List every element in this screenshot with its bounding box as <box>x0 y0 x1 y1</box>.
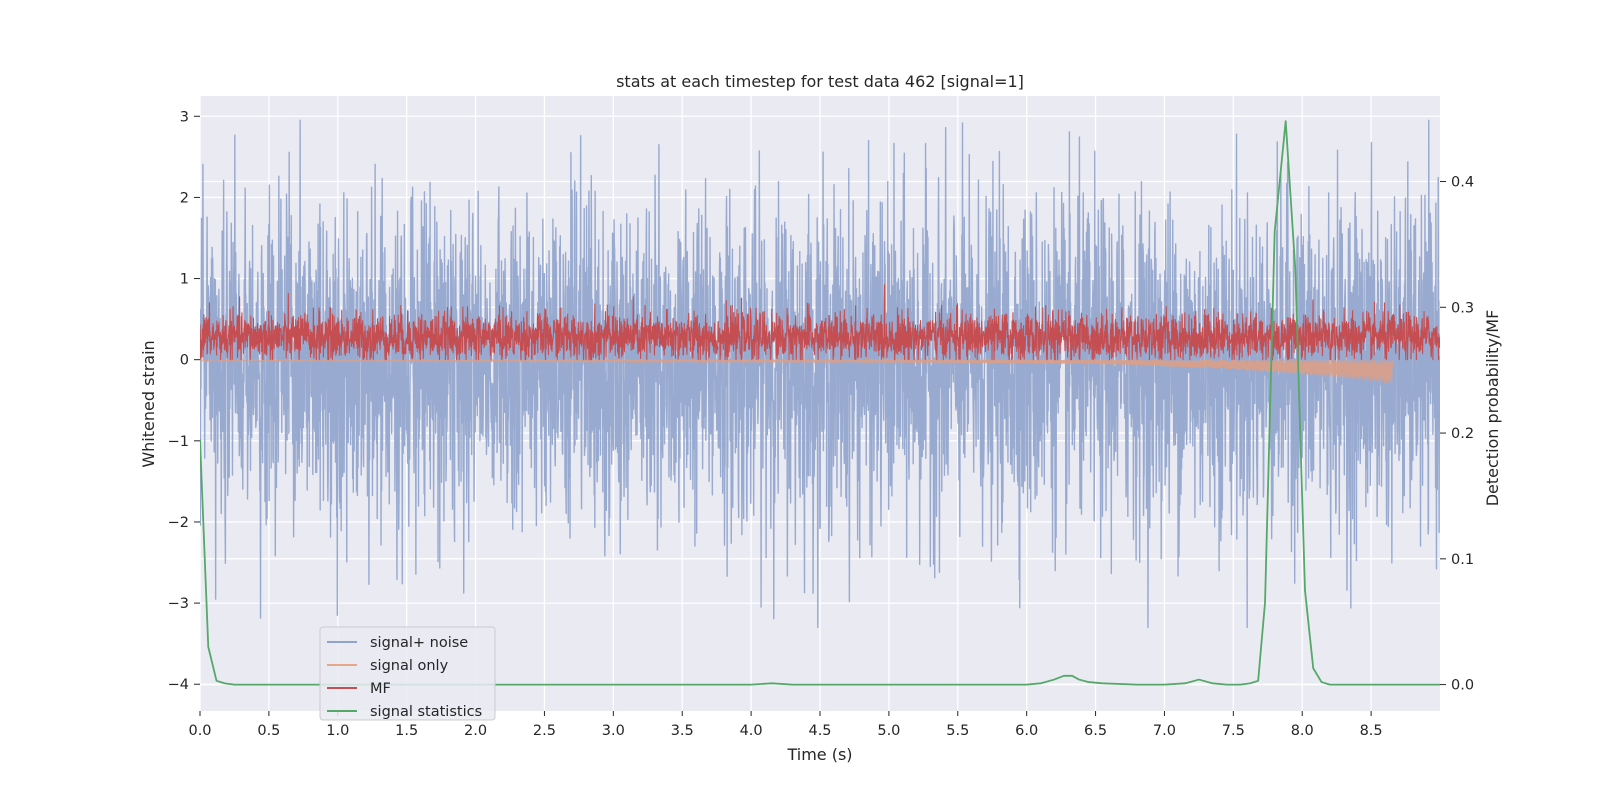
x-tick-label: 0.5 <box>257 723 280 739</box>
y-left-tick-label: 0 <box>180 353 189 369</box>
x-tick-label: 5.5 <box>946 723 969 739</box>
y-right-tick-label: 0.4 <box>1451 175 1474 191</box>
x-tick-label: 6.0 <box>1015 723 1038 739</box>
y-right-tick-label: 0.2 <box>1451 426 1474 442</box>
x-tick-label: 1.0 <box>326 723 349 739</box>
x-tick-label: 1.5 <box>395 723 418 739</box>
y-left-tick-label: 2 <box>180 190 189 206</box>
legend: signal+ noise signal only MF signal statist… <box>319 626 496 721</box>
legend-label: signal only <box>370 658 449 674</box>
y-left-tick-label: −1 <box>168 434 189 450</box>
legend-box <box>319 626 496 721</box>
x-axis-label: Time (s) <box>786 745 852 764</box>
x-tick-label: 3.5 <box>671 723 694 739</box>
x-tick-label: 2.5 <box>533 723 556 739</box>
y-left-tick-label: 3 <box>180 109 189 125</box>
series-signal-only <box>200 357 1394 384</box>
x-tick-label: 8.0 <box>1291 723 1314 739</box>
x-tick-label: 7.0 <box>1153 723 1176 739</box>
y-right-tick-label: 0.0 <box>1451 678 1474 694</box>
x-tick-label: 2.0 <box>464 723 487 739</box>
x-tick-label: 4.5 <box>808 723 831 739</box>
legend-label: signal statistics <box>370 704 482 720</box>
y-right-tick-label: 0.1 <box>1451 552 1474 568</box>
x-tick-label: 0.0 <box>188 723 211 739</box>
y-left-tick-label: −3 <box>168 596 189 612</box>
y-left-tick-label: 1 <box>180 272 189 288</box>
y-right-tick-label: 0.3 <box>1451 300 1474 316</box>
y-left-tick-label: −4 <box>168 677 189 693</box>
x-tick-label: 4.0 <box>740 723 763 739</box>
chart-title: stats at each timestep for test data 462… <box>616 72 1024 91</box>
series-signal-noise <box>200 119 1440 629</box>
x-tick-label: 8.5 <box>1360 723 1383 739</box>
y-axis-left-label: Whitened strain <box>139 340 158 467</box>
x-tick-label: 7.5 <box>1222 723 1245 739</box>
x-tick-label: 3.0 <box>602 723 625 739</box>
x-tick-label: 6.5 <box>1084 723 1107 739</box>
x-tick-label: 5.0 <box>877 723 900 739</box>
y-axis-right: 0.0 0.1 0.2 0.3 0.4 <box>1440 175 1474 694</box>
y-axis-right-label: Detection probability/MF <box>1483 310 1502 507</box>
legend-label: signal+ noise <box>370 635 468 651</box>
y-left-tick-label: −2 <box>168 515 189 531</box>
series-mf <box>200 284 1440 361</box>
x-axis: 0.0 0.5 1.0 1.5 2.0 2.5 3.0 3.5 4.0 4.5 5.0 5.5 6.0 6… <box>188 711 1383 739</box>
legend-label: MF <box>370 681 391 697</box>
y-axis-left: −4 −3 −2 −1 0 1 2 3 <box>168 109 200 693</box>
